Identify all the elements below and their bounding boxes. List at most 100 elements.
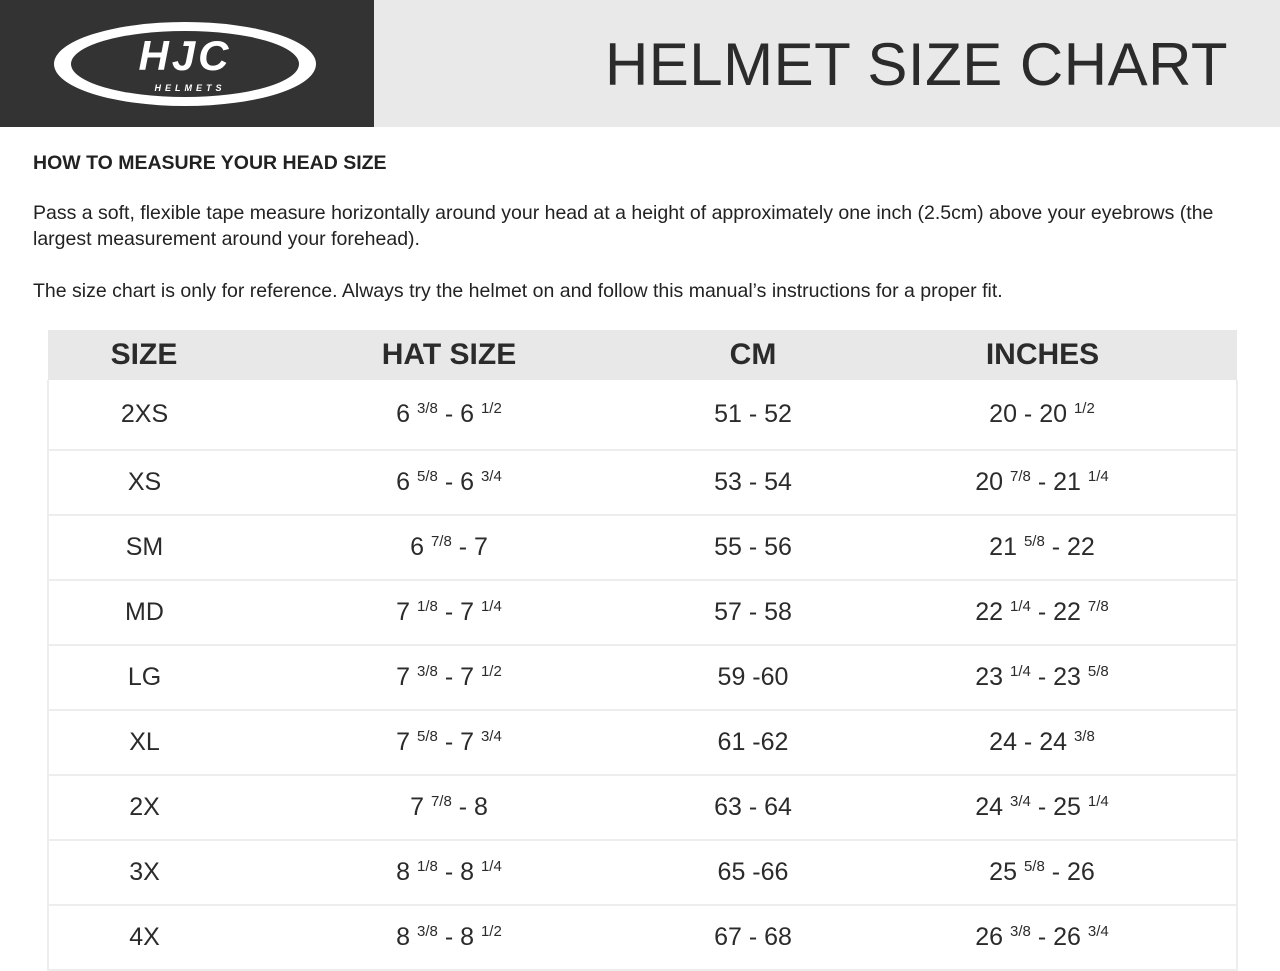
fraction: 1/8 [417, 858, 438, 875]
size-cell: LG [47, 645, 240, 711]
fraction: 5/8 [1087, 663, 1109, 680]
inches-cell: 20 7/8 - 21 1/4 [848, 450, 1238, 516]
fraction: 5/8 [417, 468, 438, 485]
whole: 6 [410, 533, 424, 561]
cm-cell: 67 - 68 [658, 905, 848, 971]
whole: 22 [1067, 533, 1095, 561]
fraction: 3/8 [417, 923, 438, 940]
fraction: 5/8 [417, 728, 438, 745]
inches-cell: 20 - 20 1/2 [848, 380, 1238, 451]
table-row: 2XS 6 3/8 - 6 1/2 51 - 52 20 - 20 1/2 [47, 380, 1238, 451]
disclaimer-paragraph: The size chart is only for reference. Al… [33, 280, 1003, 302]
whole: 25 [1053, 793, 1081, 821]
whole: 7 [396, 663, 411, 691]
hat-size-cell: 8 1/8 - 8 1/4 [240, 840, 658, 906]
whole: 6 [396, 468, 411, 496]
whole: 23 [1053, 663, 1081, 691]
fraction: 1/4 [1010, 598, 1031, 615]
fraction: 3/4 [1010, 793, 1031, 810]
hat-size-cell: 6 5/8 - 6 3/4 [240, 450, 658, 516]
whole: 7 [396, 728, 411, 756]
fraction: 1/2 [480, 400, 502, 417]
whole: 21 [1053, 468, 1081, 496]
column-header-inches: INCHES [985, 338, 1100, 371]
whole: 6 [460, 400, 475, 428]
whole: 23 [975, 663, 1004, 691]
table-row: 2X 7 7/8 - 8 63 - 64 24 3/4 - 25 1/4 [47, 775, 1238, 841]
fraction: 3/4 [480, 468, 502, 485]
cm-cell: 53 - 54 [658, 450, 848, 516]
size-chart-table: SIZE HAT SIZE CM INCHES 2XS 6 3/8 - 6 1/2… [47, 330, 1238, 971]
inches-cell: 25 5/8 - 26 [848, 840, 1238, 906]
whole: 7 [474, 533, 488, 561]
hat-size-cell: 7 3/8 - 7 1/2 [240, 645, 658, 711]
whole: 7 [396, 598, 411, 626]
inches-cell: 21 5/8 - 22 [848, 515, 1238, 581]
table-row: 4X 8 3/8 - 8 1/2 67 - 68 26 3/8 - 26 3/4 [47, 905, 1238, 971]
size-cell: 3X [47, 840, 240, 906]
hat-size-cell: 7 5/8 - 7 3/4 [240, 710, 658, 776]
hat-size-cell: 7 1/8 - 7 1/4 [240, 580, 658, 646]
cm-cell: 55 - 56 [658, 515, 848, 581]
size-cell: XL [47, 710, 240, 776]
whole: 24 [975, 793, 1004, 821]
inches-cell: 22 1/4 - 22 7/8 [848, 580, 1238, 646]
column-header-hat-size: HAT SIZE [381, 338, 517, 371]
table-row: 3X 8 1/8 - 8 1/4 65 -66 25 5/8 - 26 [47, 840, 1238, 906]
size-cell: 2XS [47, 380, 240, 451]
whole: 6 [396, 400, 411, 428]
inches-cell: 26 3/8 - 26 3/4 [848, 905, 1238, 971]
whole: 7 [460, 728, 475, 756]
whole: 8 [460, 923, 475, 951]
whole: 20 [989, 400, 1017, 428]
whole: 26 [975, 923, 1004, 951]
fraction: 1/2 [480, 663, 502, 680]
fraction: 1/2 [480, 923, 502, 940]
whole: 20 [975, 468, 1004, 496]
whole: 7 [460, 598, 475, 626]
whole: 8 [460, 858, 475, 886]
fraction: 5/8 [1023, 533, 1045, 550]
whole: 22 [975, 598, 1004, 626]
whole: 7 [460, 663, 475, 691]
column-header-size: SIZE [110, 338, 178, 371]
size-cell: XS [47, 450, 240, 516]
page-header: HJC HELMETS HELMET SIZE CHART [0, 0, 1280, 127]
page-title: HELMET SIZE CHART [604, 31, 1228, 98]
measure-instructions: HOW TO MEASURE YOUR HEAD SIZE Pass a sof… [33, 150, 1248, 304]
whole: 8 [474, 793, 488, 821]
whole: 26 [1053, 923, 1081, 951]
size-cell: 2X [47, 775, 240, 841]
table-row: XL 7 5/8 - 7 3/4 61 -62 24 - 24 3/8 [47, 710, 1238, 776]
cm-cell: 63 - 64 [658, 775, 848, 841]
fraction: 1/8 [417, 598, 438, 615]
table-row: MD 7 1/8 - 7 1/4 57 - 58 22 1/4 - 22 7/8 [47, 580, 1238, 646]
fraction: 1/2 [1073, 400, 1095, 417]
fraction: 1/4 [1087, 793, 1109, 810]
fraction: 7/8 [1010, 468, 1031, 485]
cm-cell: 61 -62 [658, 710, 848, 776]
fraction: 3/8 [1010, 923, 1031, 940]
instructions-heading: HOW TO MEASURE YOUR HEAD SIZE [33, 152, 387, 174]
cm-cell: 59 -60 [658, 645, 848, 711]
whole: 26 [1067, 858, 1095, 886]
table-row: XS 6 5/8 - 6 3/4 53 - 54 20 7/8 - 21 1/4 [47, 450, 1238, 516]
fraction: 7/8 [430, 793, 452, 810]
whole: 22 [1053, 598, 1081, 626]
fraction: 3/4 [480, 728, 502, 745]
instructions-paragraph: Pass a soft, flexible tape measure horiz… [33, 202, 1214, 250]
hat-size-cell: 6 3/8 - 6 1/2 [240, 380, 658, 451]
inches-cell: 24 3/4 - 25 1/4 [848, 775, 1238, 841]
whole: 6 [460, 468, 475, 496]
whole: 8 [396, 923, 411, 951]
hat-size-cell: 6 7/8 - 7 [240, 515, 658, 581]
whole: 7 [410, 793, 424, 821]
hat-size-cell: 7 7/8 - 8 [240, 775, 658, 841]
fraction: 1/4 [1087, 468, 1109, 485]
svg-text:HELMETS: HELMETS [154, 83, 225, 93]
whole: 20 [1039, 400, 1068, 428]
column-header-cm: CM [729, 338, 777, 371]
fraction: 3/8 [1073, 728, 1095, 745]
hat-size-cell: 8 3/8 - 8 1/2 [240, 905, 658, 971]
fraction: 3/8 [417, 663, 438, 680]
